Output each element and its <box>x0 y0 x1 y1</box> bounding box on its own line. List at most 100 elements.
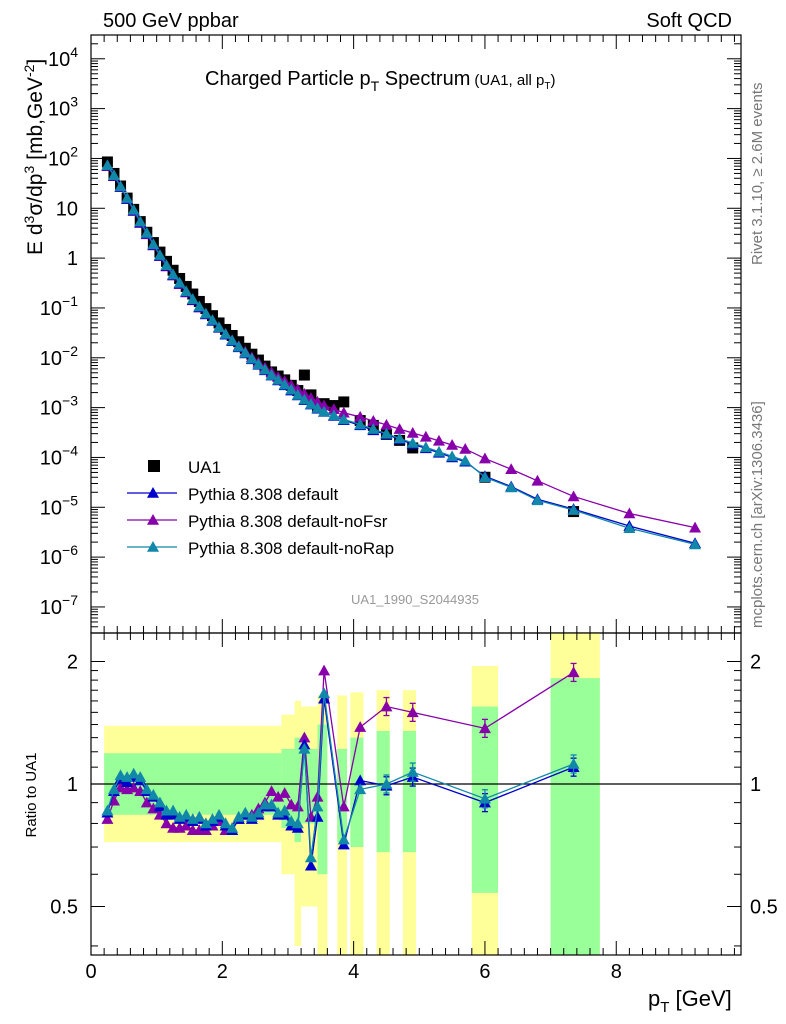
noRap-marker <box>206 314 219 325</box>
noRap-marker <box>258 363 271 375</box>
legend-label-noFsr: Pythia 8.308 default-noFsr <box>188 512 388 531</box>
noRap-marker <box>367 423 380 434</box>
legend-label-noRap: Pythia 8.308 default-noRap <box>188 539 394 558</box>
noFsr-marker <box>432 434 445 446</box>
legend-label-default: Pythia 8.308 default <box>188 485 339 504</box>
noFsr-ratio-marker <box>127 781 140 793</box>
noFsr-marker <box>689 521 702 533</box>
noFsr-ratio-marker <box>114 781 127 793</box>
noRap-marker <box>531 494 544 506</box>
noFsr-ratio-marker <box>140 796 153 808</box>
noRap-marker <box>147 238 160 250</box>
noRap-marker <box>193 300 206 312</box>
noFsr-ratio-marker <box>180 819 193 831</box>
noRap-marker <box>478 471 491 483</box>
header-right-label: Soft QCD <box>646 10 732 32</box>
x-tick-label: 8 <box>611 961 622 983</box>
ratio-y-tick-label: 1 <box>67 774 78 796</box>
noRap-ratio-marker <box>380 777 393 789</box>
y-tick-label: 103 <box>48 94 78 121</box>
legend-marker-noRap <box>147 541 159 552</box>
noRap-ratio-marker <box>219 817 232 829</box>
noFsr-ratio-marker <box>285 798 298 810</box>
noRap-marker <box>140 226 153 238</box>
noRap-ratio-marker <box>245 810 258 822</box>
noRap-ratio-marker <box>265 798 278 810</box>
noRap-ratio-marker <box>226 821 239 833</box>
y-tick-label: 10−7 <box>40 592 78 619</box>
noRap-ratio-marker <box>199 817 212 829</box>
noFsr-ratio-marker <box>101 813 114 824</box>
noRap-marker <box>354 418 367 430</box>
mcplots-label: mcplots.cern.ch [arXiv:1306.3436] <box>749 401 766 628</box>
legend-marker-ua1 <box>148 460 160 472</box>
y-tick-label: 10−1 <box>40 293 78 320</box>
y-tick-label: 10−4 <box>40 442 78 469</box>
noFsr-marker <box>318 399 331 411</box>
noRap-marker <box>153 249 166 260</box>
noFsr-ratio-marker <box>278 787 291 798</box>
main-panel: 10410310210110−110−210−310−410−510−610−7… <box>40 34 742 634</box>
noRap-marker <box>505 481 518 493</box>
noRap-marker <box>239 346 252 358</box>
noRap-ratio-marker <box>167 804 180 816</box>
noRap-marker <box>272 373 285 385</box>
ratio-y-tick-label-right: 1 <box>750 774 761 796</box>
noRap-ratio-marker <box>107 783 120 795</box>
noRap-ratio-marker <box>478 792 491 804</box>
noRap-marker <box>393 432 406 444</box>
noFsr-ratio-marker <box>272 790 285 802</box>
ratio-panel: 0 2 4 6 8 0.5 0.5 1 1 2 2 <box>50 632 778 983</box>
noRap-marker <box>167 268 180 280</box>
noRap-marker <box>278 378 291 390</box>
y-tick-label: 10−6 <box>40 542 78 569</box>
noRap-marker <box>298 393 311 405</box>
noRap-marker <box>160 259 173 271</box>
legend-label-data: UA1 <box>188 458 221 477</box>
default-ratio-marker <box>304 859 317 871</box>
noRap-ratio-marker <box>193 810 206 822</box>
legend-marker-noFsr <box>147 514 159 525</box>
ua1-data-point <box>298 369 310 381</box>
legend: UA1 Pythia 8.308 default Pythia 8.308 defa… <box>127 458 394 558</box>
noRap-ratio-marker <box>354 783 367 795</box>
noRap-marker <box>245 352 258 364</box>
noRap-ratio-marker <box>406 766 419 777</box>
noRap-marker <box>265 369 278 380</box>
rivet-label: Rivet 3.1.10, ≥ 2.6M events <box>749 83 766 266</box>
noFsr-ratio-marker <box>291 800 304 812</box>
noRap-marker <box>134 215 147 227</box>
noRap-marker <box>567 504 580 515</box>
ratio-y-tick-label-right: 0.5 <box>750 896 778 918</box>
noRap-ratio-marker <box>285 815 298 827</box>
ratio-y-tick-label: 0.5 <box>50 896 78 918</box>
noRap-marker <box>285 383 298 395</box>
noFsr-marker <box>380 418 393 430</box>
noRap-ratio-marker <box>140 783 153 795</box>
noRap-ratio-marker <box>232 810 245 822</box>
noFsr-ratio-marker <box>298 731 311 743</box>
default-ratio-marker <box>311 810 324 822</box>
noFsr-marker <box>354 410 367 422</box>
noFsr-marker <box>311 395 324 407</box>
noRap-marker <box>311 402 324 413</box>
y-tick-label: 104 <box>48 44 78 71</box>
noRap-ratio-marker <box>127 767 140 779</box>
ratio-band-inner <box>294 737 302 843</box>
noRap-marker <box>327 409 340 421</box>
noRap-ratio-marker <box>147 788 160 800</box>
noRap-ratio-marker <box>311 800 324 812</box>
noRap-marker <box>173 276 186 288</box>
noRap-ratio-marker <box>180 808 193 820</box>
legend-marker-default <box>147 487 159 498</box>
noRap-marker <box>219 328 232 339</box>
noRap-marker <box>304 398 317 409</box>
noRap-marker <box>318 405 331 417</box>
noRap-marker <box>121 192 134 203</box>
noRap-ratio-marker <box>114 769 127 781</box>
noFsr-ratio-marker <box>318 664 331 676</box>
ratio-ylabel: Ratio to UA1 <box>23 752 40 837</box>
noFsr-marker <box>337 406 350 418</box>
noFsr-ratio-marker <box>160 817 173 829</box>
